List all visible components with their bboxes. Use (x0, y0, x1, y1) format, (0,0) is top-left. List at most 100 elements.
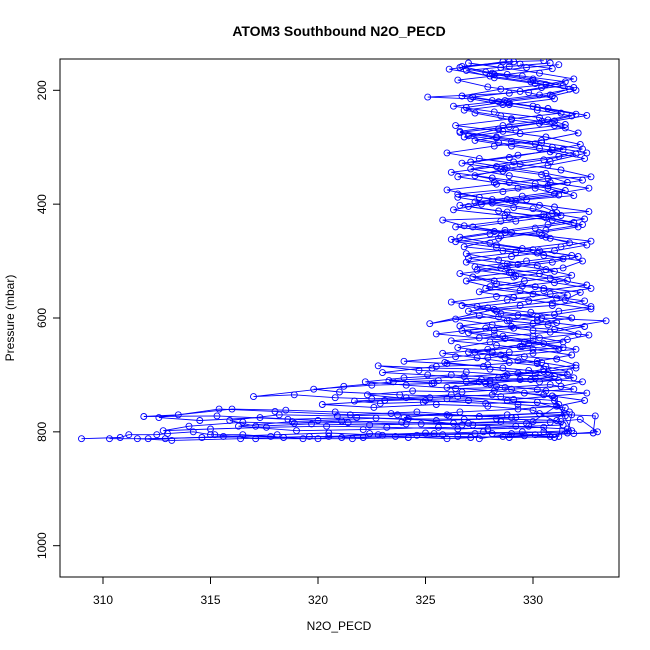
data-point (570, 75, 578, 83)
data-point (452, 385, 460, 393)
data-point (497, 85, 505, 93)
data-point (493, 341, 500, 349)
data-point (404, 434, 412, 441)
data-point (536, 201, 543, 209)
data-point (505, 99, 513, 107)
data-point (501, 372, 509, 380)
data-point (273, 431, 281, 439)
data-point (555, 307, 563, 315)
data-point (516, 343, 524, 350)
data-point (456, 201, 464, 209)
data-point (458, 159, 466, 167)
data-point (501, 354, 509, 362)
data-point (140, 413, 148, 420)
data-point (155, 414, 163, 422)
data-point (486, 239, 494, 247)
y-axis-label: Pressure (mbar) (3, 275, 17, 362)
x-axis-label: N2O_PECD (307, 619, 372, 633)
y-axis: 200 400 600 800 1000 (35, 80, 60, 559)
data-point (557, 382, 565, 390)
data-point (400, 414, 408, 422)
data-point (207, 425, 214, 433)
data-point (579, 176, 586, 184)
data-point (495, 139, 503, 147)
data-point (548, 143, 556, 151)
data-point (361, 378, 369, 386)
data-point (430, 430, 438, 438)
data-point (568, 112, 576, 120)
data-point (566, 239, 573, 247)
data-point (159, 427, 167, 435)
data-point (540, 340, 548, 348)
data-point (443, 186, 451, 194)
data-point (563, 371, 571, 379)
data-point (493, 382, 500, 390)
data-point (488, 430, 496, 438)
x-tick-label: 320 (308, 593, 328, 607)
data-point (497, 232, 505, 240)
data-point (447, 235, 455, 243)
data-point (493, 292, 500, 300)
data-point (538, 136, 546, 144)
data-point (443, 435, 451, 443)
y-tick-label: 600 (35, 308, 49, 328)
data-point (262, 423, 270, 431)
data-point (495, 207, 503, 215)
data-point (561, 296, 569, 304)
data-point (475, 334, 483, 342)
data-point (465, 307, 472, 315)
data-point (529, 406, 537, 414)
data-point (359, 426, 367, 434)
data-point (366, 430, 374, 438)
data-point (531, 184, 539, 192)
data-point (503, 260, 511, 268)
data-point (400, 374, 408, 382)
data-point (443, 395, 451, 403)
data-point (581, 297, 589, 305)
data-point (469, 223, 477, 231)
data-point (557, 166, 565, 174)
data-point (465, 202, 472, 210)
data-point (477, 376, 485, 383)
data-point (516, 160, 524, 168)
data-point (574, 129, 582, 137)
data-point (505, 316, 513, 324)
data-point (499, 332, 507, 340)
data-point (413, 408, 421, 416)
data-point (213, 412, 221, 420)
data-point (585, 184, 593, 192)
data-point (533, 106, 541, 114)
data-point (473, 303, 481, 311)
data-point (508, 430, 515, 438)
data-point (454, 173, 462, 181)
data-point (574, 330, 582, 338)
data-point (559, 264, 567, 272)
data-point (495, 125, 503, 133)
data-point (400, 357, 408, 365)
data-point (490, 108, 498, 116)
data-point (250, 393, 257, 401)
data-point (508, 269, 515, 276)
data-point (161, 435, 169, 443)
data-point (546, 432, 554, 440)
data-point (462, 258, 470, 266)
data-point (458, 302, 466, 309)
data-point (458, 92, 466, 100)
data-point (546, 290, 554, 298)
data-point (174, 411, 182, 419)
data-point (583, 111, 591, 119)
data-point (219, 432, 227, 440)
data-point (536, 410, 543, 418)
data-point (563, 425, 571, 433)
data-point (548, 299, 556, 307)
data-point (305, 432, 313, 440)
data-point (497, 217, 505, 225)
data-point (445, 412, 453, 420)
data-point (331, 408, 339, 416)
data-point (467, 158, 475, 166)
data-point (471, 263, 479, 271)
data-point (505, 348, 513, 356)
data-point (465, 397, 472, 404)
data-point (106, 435, 113, 443)
data-point (413, 431, 421, 439)
